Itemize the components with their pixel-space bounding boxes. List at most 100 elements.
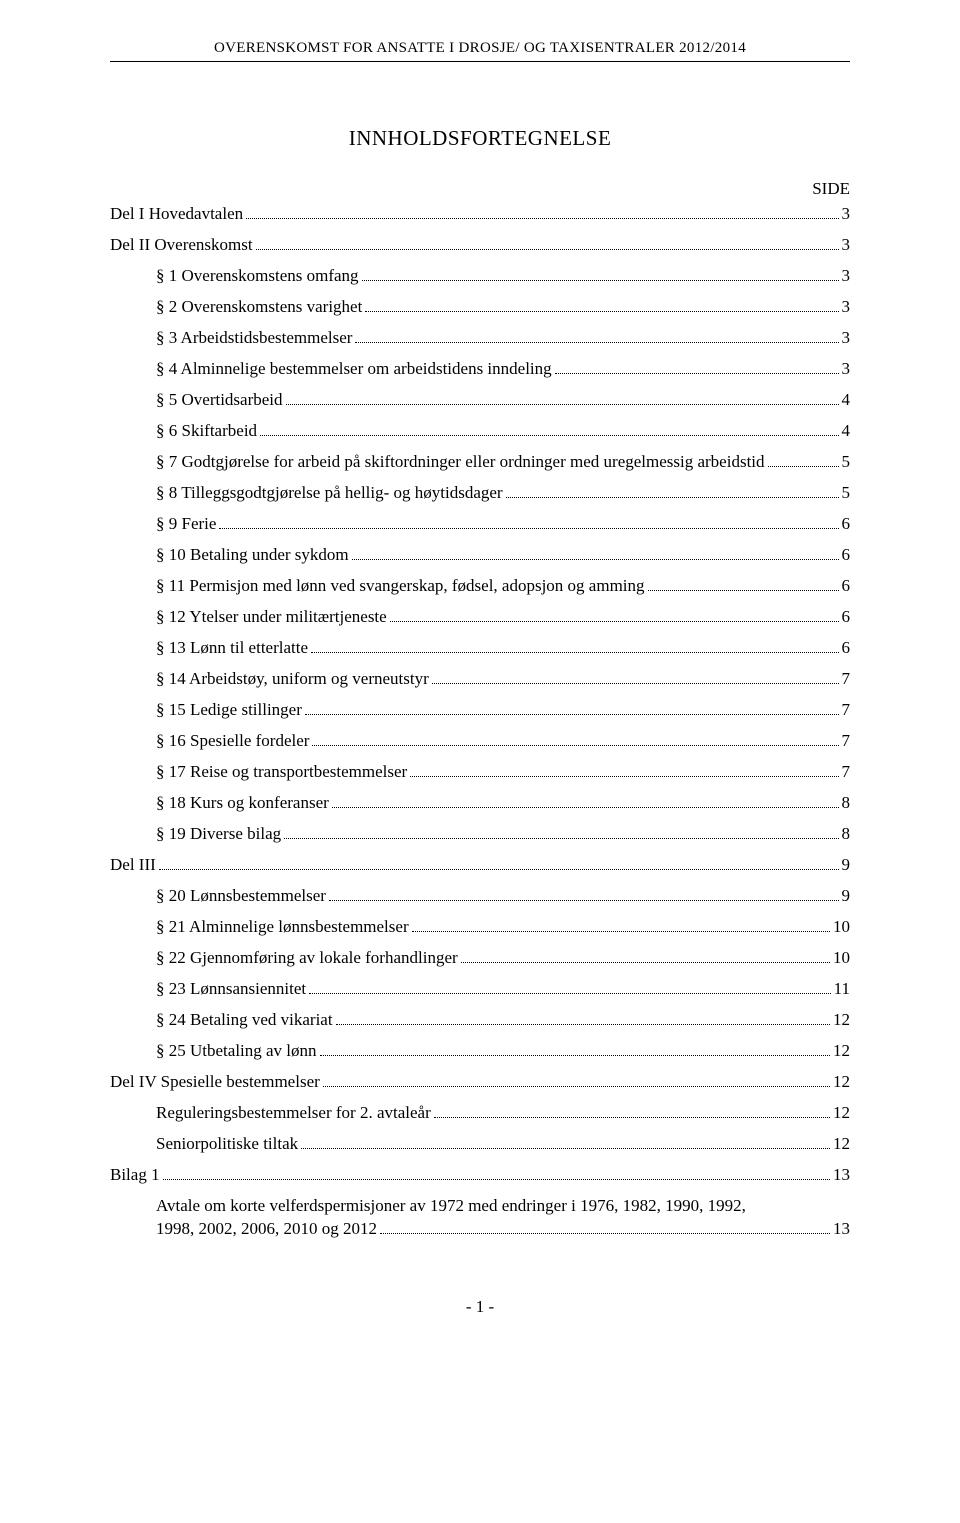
toc-leader-dots (312, 745, 838, 746)
toc-page-number: 4 (842, 422, 851, 439)
toc-leader-dots (159, 869, 839, 870)
toc-entry: § 22 Gjennomføring av lokale forhandling… (110, 949, 850, 966)
toc-label: § 24 Betaling ved vikariat (156, 1011, 333, 1028)
toc-entry: § 9 Ferie6 (110, 515, 850, 532)
toc-entry: § 11 Permisjon med lønn ved svangerskap,… (110, 577, 850, 594)
toc-entry: § 25 Utbetaling av lønn12 (110, 1042, 850, 1059)
toc-page-number: 7 (842, 701, 851, 718)
toc-page-number: 10 (833, 949, 850, 966)
toc-page-number: 8 (842, 825, 851, 842)
toc-leader-dots (555, 373, 839, 374)
toc-leader-dots (461, 962, 830, 963)
toc-label: § 12 Ytelser under militærtjeneste (156, 608, 387, 625)
toc-leader-dots (365, 311, 838, 312)
page-number-footer: - 1 - (110, 1297, 850, 1317)
toc-entry: § 18 Kurs og konferanser 8 (110, 794, 850, 811)
toc-leader-dots (284, 838, 838, 839)
toc-label: § 18 Kurs og konferanser (156, 794, 329, 811)
toc-leader-dots (412, 931, 830, 932)
toc-page-number: 3 (842, 205, 851, 222)
toc-label: § 11 Permisjon med lønn ved svangerskap,… (156, 577, 645, 594)
toc-page-number: 6 (842, 639, 851, 656)
toc-container: Del I Hovedavtalen3Del II Overenskomst3§… (110, 205, 850, 1237)
toc-entry: § 13 Lønn til etterlatte 6 (110, 639, 850, 656)
toc-label: Seniorpolitiske tiltak (156, 1135, 298, 1152)
toc-label: § 22 Gjennomføring av lokale forhandling… (156, 949, 458, 966)
toc-leader-dots (219, 528, 838, 529)
toc-entry: § 5 Overtidsarbeid4 (110, 391, 850, 408)
toc-entry: Reguleringsbestemmelser for 2. avtaleår1… (110, 1104, 850, 1121)
toc-entry: Bilag 1 13 (110, 1166, 850, 1183)
toc-entry: § 12 Ytelser under militærtjeneste 6 (110, 608, 850, 625)
toc-label: Bilag 1 (110, 1166, 160, 1183)
toc-entry: § 8 Tilleggsgodtgjørelse på hellig- og h… (110, 484, 850, 501)
toc-leader-dots (301, 1148, 830, 1149)
toc-label: § 15 Ledige stillinger (156, 701, 302, 718)
toc-label: § 13 Lønn til etterlatte (156, 639, 308, 656)
toc-entry: § 16 Spesielle fordeler7 (110, 732, 850, 749)
toc-entry: § 2 Overenskomstens varighet 3 (110, 298, 850, 315)
toc-entry: Avtale om korte velferdspermisjoner av 1… (110, 1197, 850, 1237)
toc-label: Del IV Spesielle bestemmelser (110, 1073, 320, 1090)
toc-leader-dots (432, 683, 839, 684)
toc-leader-dots (362, 280, 839, 281)
toc-page-number: 13 (833, 1220, 850, 1237)
toc-label: § 3 Arbeidstidsbestemmelser (156, 329, 352, 346)
toc-label: § 17 Reise og transportbestemmelser (156, 763, 407, 780)
toc-label: § 14 Arbeidstøy, uniform og verneutstyr (156, 670, 429, 687)
toc-entry: § 14 Arbeidstøy, uniform og verneutstyr 7 (110, 670, 850, 687)
toc-label: Del III (110, 856, 156, 873)
toc-label: § 21 Alminnelige lønnsbestemmelser (156, 918, 409, 935)
toc-label: Del II Overenskomst (110, 236, 253, 253)
toc-leader-dots (336, 1024, 830, 1025)
toc-page-number: 12 (833, 1073, 850, 1090)
toc-leader-dots (305, 714, 839, 715)
toc-page-number: 7 (842, 732, 851, 749)
toc-page-number: 8 (842, 794, 851, 811)
toc-page-number: 6 (842, 515, 851, 532)
toc-entry: § 15 Ledige stillinger 7 (110, 701, 850, 718)
toc-leader-dots (246, 218, 838, 219)
toc-page-number: 10 (833, 918, 850, 935)
toc-leader-dots (256, 249, 839, 250)
toc-page-number: 3 (842, 360, 851, 377)
toc-leader-dots (163, 1179, 830, 1180)
side-label: SIDE (110, 179, 850, 199)
toc-page-number: 6 (842, 608, 851, 625)
toc-leader-dots (320, 1055, 830, 1056)
toc-leader-dots (329, 900, 839, 901)
toc-entry: Del IV Spesielle bestemmelser 12 (110, 1073, 850, 1090)
toc-label: § 5 Overtidsarbeid (156, 391, 283, 408)
toc-page-number: 12 (833, 1135, 850, 1152)
toc-label: § 25 Utbetaling av lønn (156, 1042, 317, 1059)
toc-page-number: 7 (842, 670, 851, 687)
toc-entry: § 19 Diverse bilag8 (110, 825, 850, 842)
page-header: OVERENSKOMST FOR ANSATTE I DROSJE/ OG TA… (110, 40, 850, 62)
toc-leader-dots (332, 807, 839, 808)
toc-entry: § 4 Alminnelige bestemmelser om arbeidst… (110, 360, 850, 377)
toc-page-number: 13 (833, 1166, 850, 1183)
toc-label: § 6 Skiftarbeid (156, 422, 257, 439)
toc-label: Reguleringsbestemmelser for 2. avtaleår (156, 1104, 431, 1121)
toc-page-number: 9 (842, 887, 851, 904)
toc-label: Avtale om korte velferdspermisjoner av 1… (156, 1197, 850, 1214)
toc-page-number: 6 (842, 546, 851, 563)
toc-leader-dots (380, 1233, 830, 1234)
toc-page-number: 5 (842, 484, 851, 501)
toc-label: 1998, 2002, 2006, 2010 og 2012 (156, 1220, 377, 1237)
toc-page-number: 3 (842, 329, 851, 346)
toc-entry: Seniorpolitiske tiltak 12 (110, 1135, 850, 1152)
toc-leader-dots (434, 1117, 830, 1118)
toc-label: § 10 Betaling under sykdom (156, 546, 349, 563)
toc-label: Del I Hovedavtalen (110, 205, 243, 222)
toc-page-number: 11 (834, 980, 850, 997)
toc-page-number: 5 (842, 453, 851, 470)
toc-leader-dots (648, 590, 839, 591)
toc-label: § 2 Overenskomstens varighet (156, 298, 362, 315)
toc-entry: § 1 Overenskomstens omfang3 (110, 267, 850, 284)
toc-entry: § 21 Alminnelige lønnsbestemmelser 10 (110, 918, 850, 935)
toc-entry: § 24 Betaling ved vikariat12 (110, 1011, 850, 1028)
toc-page-number: 3 (842, 298, 851, 315)
toc-leader-dots (260, 435, 838, 436)
toc-leader-dots (506, 497, 839, 498)
